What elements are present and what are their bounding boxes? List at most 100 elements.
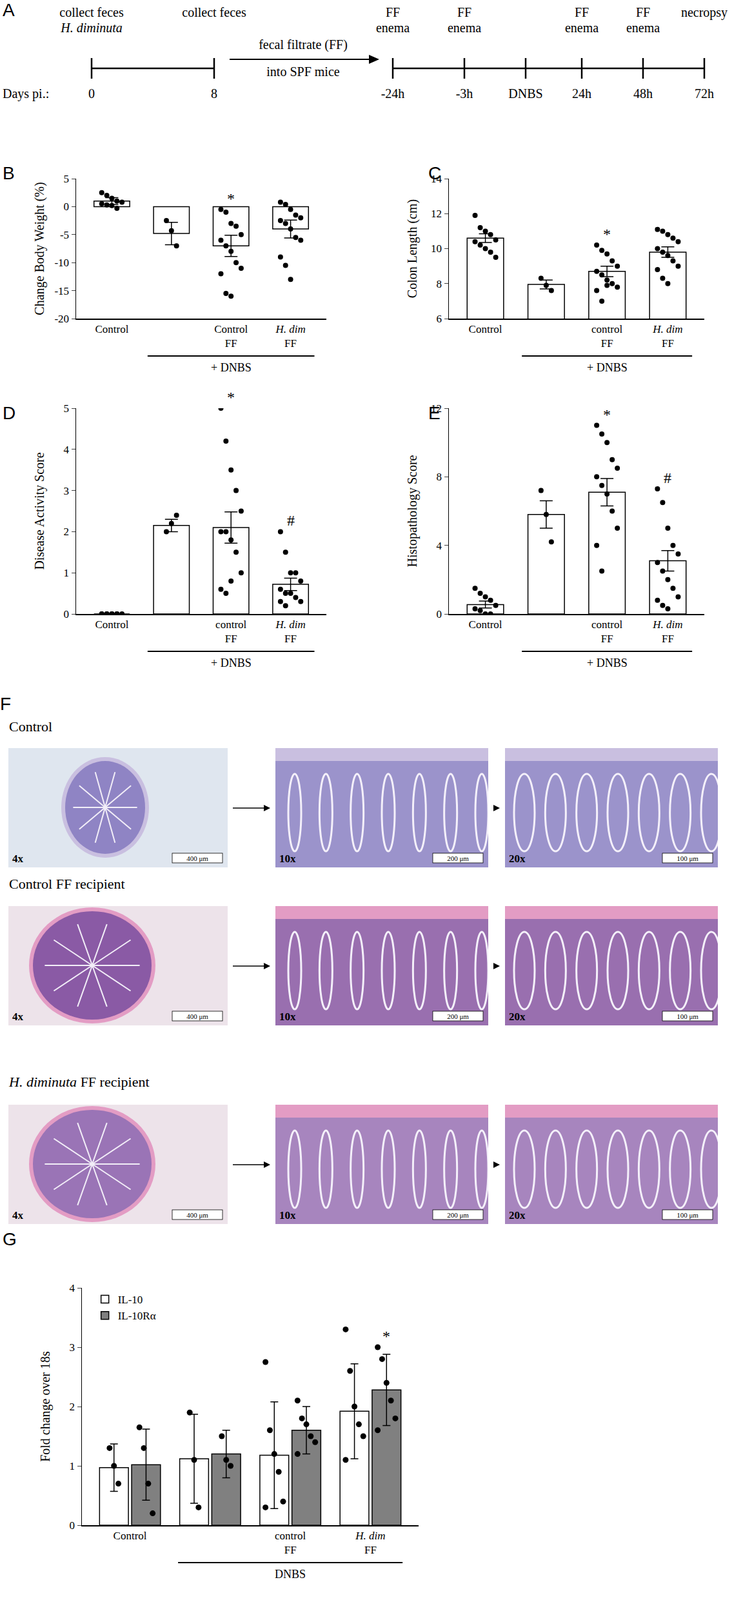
svg-text:collect feces: collect feces [59, 5, 124, 20]
svg-text:Control: Control [94, 618, 129, 631]
svg-text:4x: 4x [12, 852, 24, 865]
svg-text:H. dimFF: H. dimFF [354, 1529, 386, 1557]
svg-text:collect feces: collect feces [181, 5, 247, 20]
svg-text:14: 14 [430, 172, 443, 186]
svg-text:0: 0 [88, 86, 95, 101]
svg-text:72h: 72h [694, 86, 714, 101]
svg-text:IL-10Rα: IL-10Rα [118, 1309, 157, 1323]
svg-text:0: 0 [436, 608, 443, 621]
svg-text:4: 4 [436, 539, 443, 553]
svg-text:-24h: -24h [381, 86, 406, 101]
svg-text:enema: enema [447, 20, 482, 35]
svg-text:FF: FF [457, 5, 472, 20]
svg-text:ControlFF: ControlFF [214, 323, 248, 350]
svg-text:8: 8 [436, 277, 443, 291]
svg-text:H. dimFF: H. dimFF [274, 618, 306, 645]
svg-text:12: 12 [430, 207, 442, 220]
svg-text:10x: 10x [279, 1010, 297, 1023]
svg-text:Fold change over 18s: Fold change over 18s [38, 1351, 53, 1463]
svg-text:+ DNBS: + DNBS [586, 361, 628, 375]
svg-text:enema: enema [626, 20, 660, 35]
svg-text:*: * [603, 406, 611, 424]
svg-text:DNBS: DNBS [508, 86, 543, 101]
svg-text:48h: 48h [633, 86, 653, 101]
svg-text:*: * [227, 388, 235, 406]
svg-text:20x: 20x [508, 1209, 526, 1222]
svg-text:DNBS: DNBS [274, 1567, 306, 1581]
svg-text:#: # [663, 469, 672, 487]
svg-text:Colon Length (cm): Colon Length (cm) [405, 199, 420, 298]
svg-text:H. diminuta: H. diminuta [59, 20, 123, 35]
svg-text:IL-10: IL-10 [118, 1293, 144, 1307]
svg-text:controlFF: controlFF [215, 618, 247, 645]
svg-text:controlFF: controlFF [274, 1529, 306, 1557]
svg-text:*: * [227, 190, 235, 208]
svg-text:4: 4 [69, 1282, 76, 1295]
svg-text:+ DNBS: + DNBS [586, 656, 628, 670]
svg-text:100 μm: 100 μm [676, 1211, 699, 1219]
svg-text:Control: Control [94, 323, 129, 336]
svg-text:Histopathology Score: Histopathology Score [405, 454, 420, 567]
svg-text:20x: 20x [508, 1010, 526, 1023]
svg-text:-15: -15 [54, 285, 70, 298]
svg-text:1: 1 [63, 566, 70, 580]
svg-text:FF: FF [574, 5, 589, 20]
svg-text:*: * [603, 225, 611, 243]
svg-text:FF: FF [635, 5, 651, 20]
svg-text:Change Body Weight (%): Change Body Weight (%) [32, 181, 48, 315]
svg-text:400 μm: 400 μm [186, 1211, 209, 1219]
svg-text:+ DNBS: + DNBS [210, 656, 252, 670]
svg-text:8: 8 [210, 86, 218, 101]
svg-text:Disease Activity Score: Disease Activity Score [32, 452, 48, 570]
svg-text:2: 2 [63, 525, 70, 538]
svg-text:0: 0 [63, 608, 70, 621]
svg-text:Control: Control [113, 1529, 148, 1543]
svg-text:10: 10 [430, 242, 442, 255]
svg-text:enema: enema [376, 20, 410, 35]
svg-text:4x: 4x [12, 1010, 24, 1023]
svg-text:200 μm: 200 μm [446, 1211, 469, 1219]
svg-text:-5: -5 [59, 228, 70, 242]
svg-text:5: 5 [63, 172, 70, 186]
svg-text:into SPF mice: into SPF mice [266, 64, 340, 79]
svg-text:Days pi.:: Days pi.: [2, 86, 50, 102]
svg-text:12: 12 [430, 402, 442, 415]
svg-text:enema: enema [564, 20, 599, 35]
svg-text:2: 2 [69, 1400, 76, 1414]
svg-text:3: 3 [63, 485, 70, 498]
svg-text:5: 5 [63, 402, 70, 415]
svg-text:Control: Control [468, 323, 503, 336]
svg-text:controlFF: controlFF [591, 323, 623, 350]
svg-text:4: 4 [63, 443, 70, 456]
svg-text:4x: 4x [12, 1209, 24, 1222]
svg-text:100 μm: 100 μm [676, 854, 699, 863]
svg-text:400 μm: 400 μm [186, 1012, 209, 1021]
svg-text:100 μm: 100 μm [676, 1012, 699, 1021]
svg-text:0: 0 [63, 200, 70, 213]
svg-text:3: 3 [69, 1341, 76, 1354]
svg-text:FF: FF [385, 5, 400, 20]
svg-text:200 μm: 200 μm [446, 1012, 469, 1021]
svg-text:200 μm: 200 μm [446, 854, 469, 863]
svg-text:*: * [382, 1327, 391, 1345]
svg-text:20x: 20x [508, 852, 526, 865]
svg-text:H. dimFF: H. dimFF [652, 618, 683, 645]
svg-text:-20: -20 [54, 312, 70, 326]
svg-text:H. dimFF: H. dimFF [652, 323, 683, 350]
svg-text:8: 8 [436, 470, 443, 484]
svg-text:controlFF: controlFF [591, 618, 623, 645]
svg-text:fecal filtrate (FF): fecal filtrate (FF) [258, 37, 348, 53]
svg-text:6: 6 [436, 312, 443, 326]
svg-text:-10: -10 [54, 256, 70, 269]
svg-text:0: 0 [69, 1519, 76, 1532]
svg-text:10x: 10x [279, 1209, 297, 1222]
svg-text:H. dimFF: H. dimFF [274, 323, 306, 350]
svg-text:Control: Control [468, 618, 503, 631]
svg-text:+ DNBS: + DNBS [210, 361, 252, 375]
svg-text:24h: 24h [572, 86, 592, 101]
svg-text:-3h: -3h [455, 86, 474, 101]
svg-text:1: 1 [69, 1460, 76, 1473]
svg-text:10x: 10x [279, 852, 297, 865]
svg-text:#: # [287, 512, 295, 529]
svg-text:400 μm: 400 μm [186, 854, 209, 863]
